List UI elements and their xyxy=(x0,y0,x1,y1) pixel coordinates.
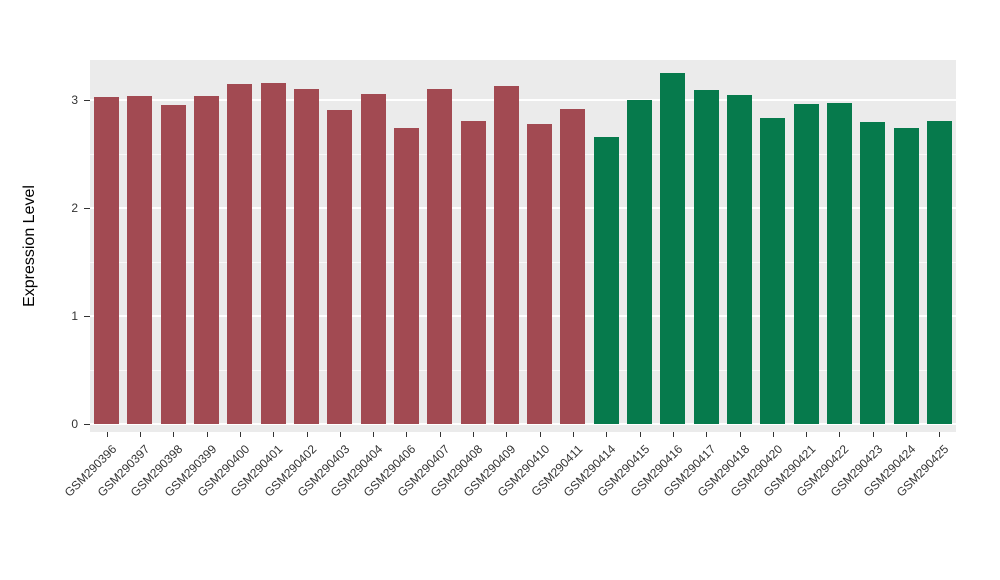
y-tick-label-3: 3 xyxy=(71,93,78,107)
x-tick-mark xyxy=(806,432,807,437)
bar-GSM290415 xyxy=(627,100,652,424)
bar-GSM290398 xyxy=(161,105,186,424)
x-tick-mark xyxy=(640,432,641,437)
x-tick-mark xyxy=(540,432,541,437)
minor-gridline xyxy=(90,154,956,155)
x-tick-mark xyxy=(573,432,574,437)
plot-panel xyxy=(90,60,956,432)
bar-GSM290416 xyxy=(660,73,685,424)
y-tick-label-2: 2 xyxy=(71,201,78,215)
bar-GSM290410 xyxy=(527,123,552,424)
x-tick-mark xyxy=(706,432,707,437)
bar-GSM290417 xyxy=(694,90,719,424)
y-tick-mark xyxy=(84,424,90,425)
x-tick-mark xyxy=(340,432,341,437)
x-tick-mark xyxy=(173,432,174,437)
x-tick-mark xyxy=(839,432,840,437)
bar-GSM290406 xyxy=(394,128,419,424)
major-gridline xyxy=(90,99,956,101)
minor-gridline xyxy=(90,370,956,371)
bar-GSM290425 xyxy=(927,120,952,424)
minor-gridline xyxy=(90,262,956,263)
bar-GSM290400 xyxy=(227,83,252,424)
major-gridline xyxy=(90,423,956,425)
x-tick-mark xyxy=(240,432,241,437)
bar-GSM290414 xyxy=(594,136,619,424)
x-tick-mark xyxy=(873,432,874,437)
y-axis-title: Expression Level xyxy=(21,185,38,307)
x-tick-mark xyxy=(107,432,108,437)
x-tick-mark xyxy=(440,432,441,437)
bar-GSM290420 xyxy=(760,118,785,424)
x-tick-mark xyxy=(506,432,507,437)
y-tick-label-1: 1 xyxy=(71,309,78,323)
x-tick-mark xyxy=(773,432,774,437)
bar-GSM290411 xyxy=(560,108,585,424)
x-tick-mark xyxy=(307,432,308,437)
bar-GSM290401 xyxy=(261,82,286,424)
y-tick-mark xyxy=(84,316,90,317)
x-tick-mark xyxy=(606,432,607,437)
bar-GSM290409 xyxy=(494,85,519,424)
x-tick-mark xyxy=(939,432,940,437)
y-tick-label-0: 0 xyxy=(71,417,78,431)
major-gridline xyxy=(90,315,956,317)
bar-GSM290404 xyxy=(361,93,386,424)
bar-GSM290399 xyxy=(194,95,219,424)
bar-GSM290421 xyxy=(794,104,819,424)
major-gridline xyxy=(90,207,956,209)
y-tick-mark xyxy=(84,208,90,209)
x-tick-mark xyxy=(740,432,741,437)
x-tick-mark xyxy=(406,432,407,437)
bar-GSM290397 xyxy=(127,95,152,424)
x-tick-mark xyxy=(906,432,907,437)
bar-GSM290418 xyxy=(727,94,752,424)
x-tick-mark xyxy=(207,432,208,437)
x-tick-mark xyxy=(273,432,274,437)
bar-GSM290424 xyxy=(894,128,919,424)
x-tick-mark xyxy=(373,432,374,437)
bar-GSM290403 xyxy=(327,109,352,424)
bar-GSM290402 xyxy=(294,89,319,424)
bar-GSM290422 xyxy=(827,103,852,424)
bar-GSM290407 xyxy=(427,89,452,424)
x-tick-mark xyxy=(473,432,474,437)
y-tick-mark xyxy=(84,100,90,101)
bar-GSM290396 xyxy=(94,96,119,424)
bar-GSM290423 xyxy=(860,121,885,424)
bar-GSM290408 xyxy=(461,120,486,424)
x-tick-mark xyxy=(140,432,141,437)
x-tick-mark xyxy=(673,432,674,437)
